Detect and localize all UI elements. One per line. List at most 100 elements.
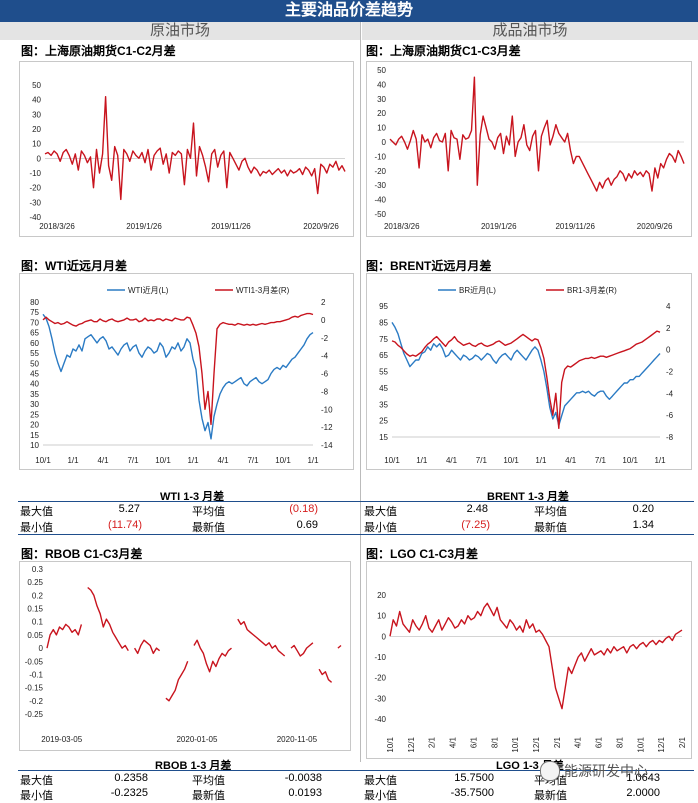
brent-xtick: 10/1 xyxy=(384,456,400,465)
lgo-series-line xyxy=(389,602,683,710)
wti-ytick-right: -2 xyxy=(321,334,329,343)
brent-xtick: 10/1 xyxy=(622,456,638,465)
sc12-ytick: -30 xyxy=(29,198,41,207)
wti-ytick-right: -10 xyxy=(321,405,333,414)
brent-max-label: 最大值 xyxy=(364,506,397,518)
brent-series-line xyxy=(391,330,661,429)
wti-ytick: 40 xyxy=(30,380,39,389)
sc12-ytick: -20 xyxy=(29,184,41,193)
brent-xtick: 1/1 xyxy=(416,456,428,465)
wti-ytick-right: -6 xyxy=(321,370,329,379)
column-divider xyxy=(360,22,361,762)
brent-ytick: 75 xyxy=(379,335,388,344)
sc12-chart-box xyxy=(19,61,354,237)
wti-ytick: 55 xyxy=(30,349,39,358)
wti-xtick: 1/1 xyxy=(67,456,79,465)
section-products: 成品油市场 xyxy=(362,22,698,40)
lgo-chart-box xyxy=(366,561,692,759)
brent-ytick-right: 0 xyxy=(666,346,671,355)
lgo-chart: 20 10 0 -10 -20 -30 -40 10/1 12/1 2/1 4/1 6/1 8/1 10/… xyxy=(374,591,687,753)
wti-series-line xyxy=(42,313,314,440)
sc13-xtick: 2019/1/26 xyxy=(481,222,517,231)
rbob-latest-label: 最新值 xyxy=(192,790,225,802)
brent-xtick: 1/1 xyxy=(654,456,666,465)
lgo-min-value: -35.7500 xyxy=(450,787,494,799)
brent-ytick: 25 xyxy=(379,417,388,426)
rbob-ytick: -0.2 xyxy=(29,697,43,706)
wti-min-label: 最小值 xyxy=(20,522,53,534)
rbob-ytick: 0.3 xyxy=(32,565,44,574)
sc12-ytick: 40 xyxy=(32,96,41,105)
lgo-xtick: 8/1 xyxy=(615,736,624,748)
rbob-avg-value: -0.0038 xyxy=(284,772,322,784)
lgo-xtick: 4/1 xyxy=(574,736,583,748)
wti-max-value: 5.27 xyxy=(118,503,140,515)
sc13-chart: 50 40 30 20 10 0 -10 -20 -30 -40 -50 2018/3/26 2019/… xyxy=(374,66,685,231)
lgo-title: 图：LGO C1-C3月差 xyxy=(366,547,479,561)
brent-ytick-right: -4 xyxy=(666,389,674,398)
wti-ytick: 80 xyxy=(30,298,39,307)
sc12-title: 图：上海原油期货C1-C2月差 xyxy=(21,44,176,58)
rbob-ytick: 0.2 xyxy=(32,591,44,600)
sc12-ytick: 0 xyxy=(37,154,42,163)
sc12-ytick: 50 xyxy=(32,81,41,90)
rbob-ytick: -0.05 xyxy=(25,657,44,666)
wti-ytick: 50 xyxy=(30,359,39,368)
brent-latest-label: 最新值 xyxy=(534,522,567,534)
rbob-series-line xyxy=(46,586,342,702)
sc13-xtick: 2020/9/26 xyxy=(637,222,673,231)
wti-ytick-right: -14 xyxy=(321,441,333,450)
lgo-xtick: 6/1 xyxy=(469,736,478,748)
lgo-xtick: 10/1 xyxy=(386,736,395,752)
wti-xtick: 7/1 xyxy=(247,456,259,465)
wti-xtick: 7/1 xyxy=(127,456,139,465)
sc13-ytick: -10 xyxy=(374,152,386,161)
sc13-ytick: -50 xyxy=(374,210,386,219)
sc12-series-line xyxy=(44,96,346,201)
wti-title: 图：WTI近远月月差 xyxy=(21,259,127,273)
rbob-chart-box xyxy=(19,561,351,751)
brent-max-value: 2.48 xyxy=(466,503,488,515)
rbob-xtick: 2020-11-05 xyxy=(277,735,318,744)
wti-ytick: 70 xyxy=(30,318,39,327)
sc13-ytick: -30 xyxy=(374,181,386,190)
stats-rule-top xyxy=(18,501,694,502)
sc12-xtick: 2019/1/26 xyxy=(126,222,162,231)
wti-chart: 80757065605550454035302520151020-2-4-6-8… xyxy=(30,285,333,465)
brent-chart: 95 85 75 65 55 45 35 25 15 4 2 0 -2 -4 -6 -8 10/1 1/1 4/1 7… xyxy=(379,285,674,465)
rbob-max-value: 0.2358 xyxy=(114,772,148,784)
rbob-ytick: 0.15 xyxy=(27,605,43,614)
section-crude: 原油市场 xyxy=(0,22,360,40)
wti-xtick: 10/1 xyxy=(35,456,51,465)
wti-ytick-right: -4 xyxy=(321,352,329,361)
brent-ytick-right: 4 xyxy=(666,302,671,311)
sc13-ytick: -20 xyxy=(374,167,386,176)
lgo-xtick: 2/1 xyxy=(678,736,687,748)
sc12-ytick: -10 xyxy=(29,169,41,178)
sc12-xtick: 2018/3/26 xyxy=(39,222,75,231)
sc13-ytick: 30 xyxy=(377,95,386,104)
brent-ytick-right: -2 xyxy=(666,368,674,377)
sc12-ytick: 10 xyxy=(32,140,41,149)
wti-ytick: 65 xyxy=(30,329,39,338)
wti-xtick: 4/1 xyxy=(217,456,229,465)
rbob-latest-value: 0.0193 xyxy=(288,787,322,799)
brent-ytick: 35 xyxy=(379,400,388,409)
wti-latest-value: 0.69 xyxy=(296,519,318,531)
rbob-xtick: 2020-01-05 xyxy=(176,735,217,744)
brent-ytick: 85 xyxy=(379,318,388,327)
lgo-max-value: 15.7500 xyxy=(454,772,494,784)
lgo-latest-value: 2.0000 xyxy=(626,787,660,799)
rbob-max-label: 最大值 xyxy=(20,775,53,787)
wti-stats-title: WTI 1-3 月差 xyxy=(160,491,225,503)
rbob-ytick: 0.25 xyxy=(27,578,43,587)
rbob-avg-label: 平均值 xyxy=(192,775,225,787)
wti-ytick: 35 xyxy=(30,390,39,399)
rbob-ytick: 0.05 xyxy=(27,631,43,640)
lgo-xtick: 12/1 xyxy=(532,736,541,752)
brent-xtick: 10/1 xyxy=(503,456,519,465)
lgo-xtick: 10/1 xyxy=(511,736,520,752)
rbob-ytick: -0.15 xyxy=(25,684,44,693)
sc12-ytick: 20 xyxy=(32,125,41,134)
